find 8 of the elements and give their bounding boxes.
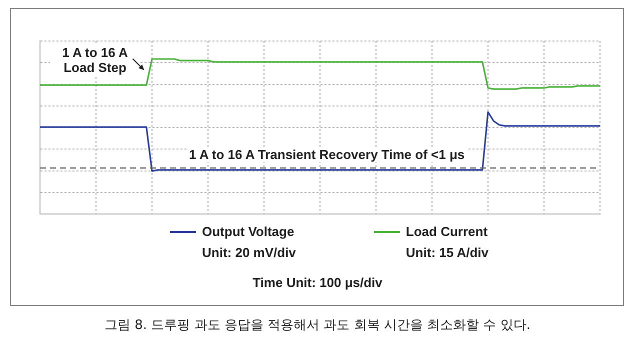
text: Time Unit: 100 μs/div: [252, 275, 384, 290]
annotation: 1 A to 16 A Load Step: [50, 45, 140, 75]
caption: 그림 8. 드루핑 과도 응답을 적용해서 과도 회복 시간을 최소화할 수 있다.: [104, 317, 532, 334]
text: Unit: 20 mV/div: [202, 245, 296, 260]
legend-label: Output Voltage: [202, 224, 294, 239]
text: Unit: 15 A/div: [406, 245, 489, 260]
annotation: 1 A to 16 A Transient Recovery Time of <1 μs: [187, 147, 467, 162]
legend-label: Load Current: [406, 224, 488, 239]
